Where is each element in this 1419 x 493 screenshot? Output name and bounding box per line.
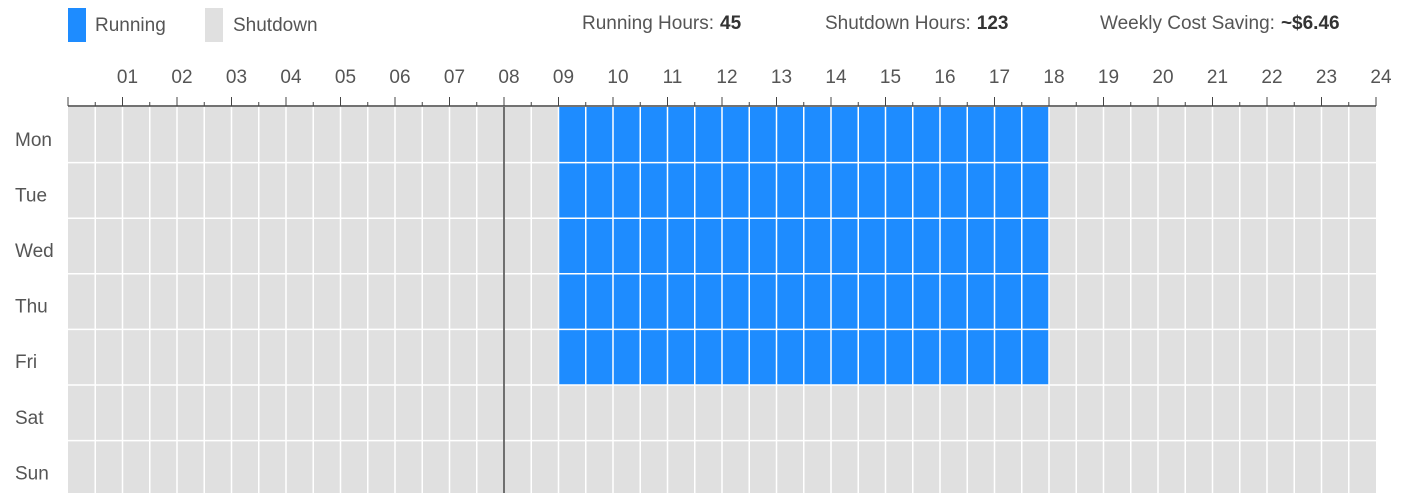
stat-label: Running Hours: xyxy=(582,13,714,34)
hour-label: 11 xyxy=(663,67,683,88)
hour-label: 23 xyxy=(1316,67,1337,88)
stat: Shutdown Hours: 123 xyxy=(825,13,1008,34)
legend-label: Running xyxy=(95,15,166,36)
day-label: Fri xyxy=(15,352,37,373)
hour-label: 02 xyxy=(171,67,192,88)
legend-swatch xyxy=(68,8,86,42)
hour-label: 14 xyxy=(825,67,847,88)
stat-label: Weekly Cost Saving: xyxy=(1100,13,1275,34)
hour-label: 15 xyxy=(880,67,901,88)
day-label: Mon xyxy=(15,130,52,151)
stat: Weekly Cost Saving: ~$6.46 xyxy=(1100,13,1340,34)
day-label: Thu xyxy=(15,297,48,318)
hour-label: 09 xyxy=(553,67,574,88)
day-label: Sat xyxy=(15,408,44,429)
stat-value: ~$6.46 xyxy=(1281,13,1340,34)
hour-label: 12 xyxy=(716,67,737,88)
hour-label: 13 xyxy=(771,67,792,88)
hour-label: 17 xyxy=(989,67,1010,88)
hour-label: 10 xyxy=(607,67,628,88)
hour-label: 21 xyxy=(1207,67,1228,88)
hour-label: 06 xyxy=(389,67,410,88)
hour-label: 01 xyxy=(117,67,138,88)
legend-swatch xyxy=(205,8,223,42)
stat-label: Shutdown Hours: xyxy=(825,13,971,34)
hour-label: 05 xyxy=(335,67,356,88)
day-label: Tue xyxy=(15,185,47,206)
hour-label: 08 xyxy=(498,67,519,88)
hour-label: 24 xyxy=(1370,67,1392,88)
hour-label: 03 xyxy=(226,67,247,88)
stat: Running Hours: 45 xyxy=(582,13,742,34)
hour-label: 07 xyxy=(444,67,465,88)
hour-label: 18 xyxy=(1043,67,1064,88)
day-label: Wed xyxy=(15,241,54,262)
hour-label: 19 xyxy=(1098,67,1119,88)
hour-label: 16 xyxy=(934,67,955,88)
hour-label: 20 xyxy=(1152,67,1173,88)
day-label: Sun xyxy=(15,463,49,484)
hour-label: 04 xyxy=(280,67,302,88)
hour-label: 22 xyxy=(1261,67,1282,88)
stat-value: 45 xyxy=(720,13,742,34)
stat-value: 123 xyxy=(977,13,1009,34)
legend-label: Shutdown xyxy=(233,15,318,36)
